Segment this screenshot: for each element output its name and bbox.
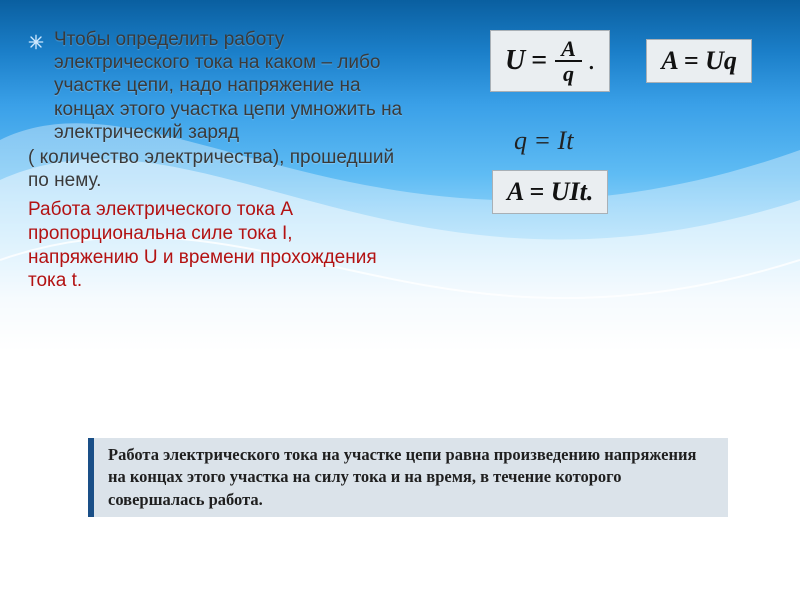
- f1-fraction: A q: [555, 37, 582, 85]
- f1-tail: .: [588, 45, 595, 77]
- formula-column: U = A q . A = Uq q = It A = UIt.: [470, 30, 760, 236]
- formula-3: q = It: [514, 126, 760, 156]
- definition-text: Работа электрического тока на участке це…: [108, 445, 696, 509]
- formula-2: A = Uq: [661, 46, 737, 76]
- paragraph-1: Чтобы определить работу электрического т…: [54, 28, 408, 144]
- formula-1: U = A q .: [505, 37, 595, 85]
- bullet-row: Чтобы определить работу электрического т…: [28, 28, 408, 144]
- formula-2-box: A = Uq: [646, 39, 752, 83]
- formula-4-box: A = UIt.: [492, 170, 608, 214]
- equals-sign: =: [531, 45, 547, 77]
- paragraph-2: ( количество электричества), прошедший п…: [28, 146, 408, 192]
- left-text-block: Чтобы определить работу электрического т…: [28, 28, 408, 293]
- f1-num: A: [555, 37, 582, 62]
- slide: Чтобы определить работу электрического т…: [0, 0, 800, 600]
- formula-4: A = UIt.: [507, 177, 593, 207]
- f1-lhs: U: [505, 45, 525, 77]
- f1-den: q: [557, 62, 580, 85]
- snowflake-icon: [28, 34, 44, 50]
- paragraph-3: Работа электрического тока A пропорциона…: [28, 198, 408, 293]
- definition-box: Работа электрического тока на участке це…: [88, 438, 728, 517]
- formula-1-box: U = A q .: [490, 30, 610, 92]
